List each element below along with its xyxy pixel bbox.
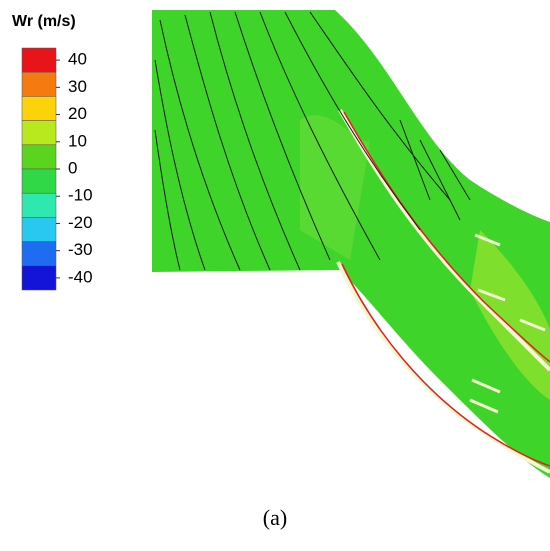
blade [338, 109, 550, 372]
tick-label: 40 [68, 50, 87, 69]
tick-label: -10 [68, 186, 93, 205]
tick-label: 30 [68, 77, 87, 96]
tick-label: 20 [68, 104, 87, 123]
caption: (a) [263, 505, 287, 530]
colorbar-box [21, 144, 57, 170]
tick-label: -40 [68, 267, 93, 286]
colorbar: 40 30 20 10 0 -10 -20 -30 -40 [21, 47, 93, 291]
tick-label: 10 [68, 131, 87, 150]
blade-edge [343, 111, 550, 363]
flow-field [152, 10, 550, 478]
tick-label: 0 [68, 158, 77, 177]
colorbar-box [21, 168, 57, 194]
colorbar-box [21, 192, 57, 218]
colorbar-box [21, 241, 57, 267]
colorbar-box [21, 265, 57, 291]
streamlines [154, 11, 471, 271]
colorbar-box [21, 120, 57, 146]
region [300, 115, 370, 260]
blade-edge [341, 263, 550, 467]
colorbar-box [21, 71, 57, 97]
colorbar-box [21, 96, 57, 121]
colorbar-title: Wr (m/s) [12, 13, 76, 30]
region [470, 230, 550, 400]
tick-label: -30 [68, 240, 93, 259]
colorbar-box [21, 47, 57, 73]
splitter [469, 233, 546, 414]
tick-label: -20 [68, 213, 93, 232]
blade [336, 261, 550, 474]
colorbar-box [21, 217, 57, 242]
